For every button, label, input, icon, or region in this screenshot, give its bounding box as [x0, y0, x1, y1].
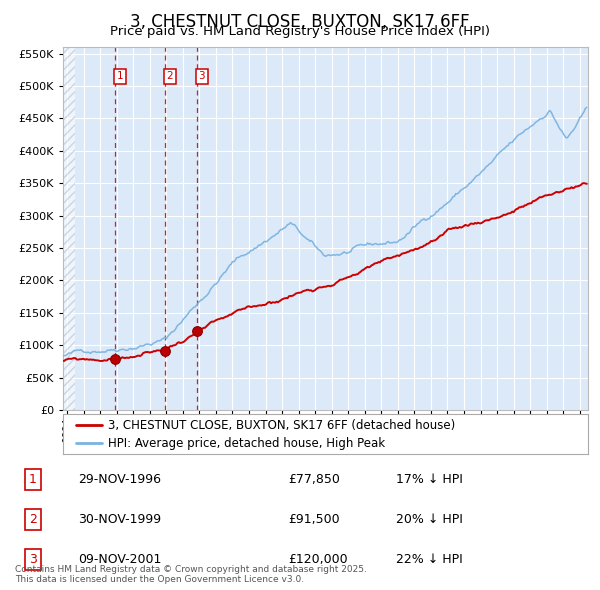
Text: HPI: Average price, detached house, High Peak: HPI: Average price, detached house, High… [107, 437, 385, 450]
Text: 2: 2 [166, 71, 173, 81]
Text: 17% ↓ HPI: 17% ↓ HPI [396, 473, 463, 486]
Text: £91,500: £91,500 [288, 513, 340, 526]
Text: 3: 3 [29, 553, 37, 566]
Text: 1: 1 [117, 71, 124, 81]
Text: 3, CHESTNUT CLOSE, BUXTON, SK17 6FF: 3, CHESTNUT CLOSE, BUXTON, SK17 6FF [130, 13, 470, 31]
Text: 30-NOV-1999: 30-NOV-1999 [78, 513, 161, 526]
Text: 09-NOV-2001: 09-NOV-2001 [78, 553, 161, 566]
Text: 1: 1 [29, 473, 37, 486]
Text: Price paid vs. HM Land Registry's House Price Index (HPI): Price paid vs. HM Land Registry's House … [110, 25, 490, 38]
Text: 3: 3 [199, 71, 205, 81]
Text: 3, CHESTNUT CLOSE, BUXTON, SK17 6FF (detached house): 3, CHESTNUT CLOSE, BUXTON, SK17 6FF (det… [107, 418, 455, 431]
Text: 29-NOV-1996: 29-NOV-1996 [78, 473, 161, 486]
Text: £120,000: £120,000 [288, 553, 347, 566]
Text: 2: 2 [29, 513, 37, 526]
Text: £77,850: £77,850 [288, 473, 340, 486]
Text: Contains HM Land Registry data © Crown copyright and database right 2025.
This d: Contains HM Land Registry data © Crown c… [15, 565, 367, 584]
Text: 22% ↓ HPI: 22% ↓ HPI [396, 553, 463, 566]
Text: 20% ↓ HPI: 20% ↓ HPI [396, 513, 463, 526]
